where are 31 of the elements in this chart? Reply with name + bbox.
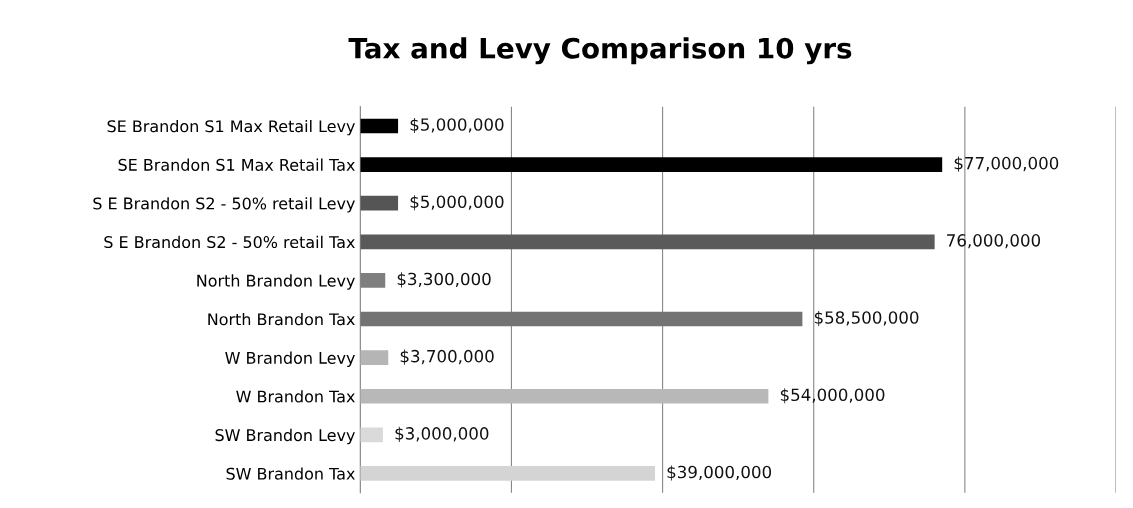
data-label: $5,000,000 [410, 117, 504, 134]
y-tick-label: SW Brandon Tax [226, 467, 355, 480]
bar [360, 195, 399, 211]
y-tick-label: SE Brandon S1 Max Retail Tax [118, 158, 355, 171]
y-tick-label: W Brandon Levy [225, 351, 355, 368]
data-label: $77,000,000 [954, 156, 1059, 172]
bar [360, 273, 386, 288]
data-label: $3,000,000 [395, 426, 489, 442]
y-tick-label: SW Brandon Levy [215, 428, 355, 445]
y-tick-label: SE Brandon S1 Max Retail Levy [107, 119, 355, 136]
bar [360, 157, 943, 172]
data-label: $3,700,000 [400, 349, 494, 365]
data-label: $39,000,000 [667, 465, 772, 481]
y-tick-label: North Brandon Tax [208, 312, 355, 326]
data-label: 76,000,000 [947, 234, 1041, 249]
data-label: $5,000,000 [410, 195, 504, 211]
chart-title: Tax and Levy Comparison 10 yrs [348, 37, 852, 65]
bar [360, 466, 656, 481]
bar [360, 388, 769, 404]
data-label: $3,300,000 [397, 272, 491, 288]
bar [360, 427, 383, 443]
y-tick-label: North Brandon Levy [197, 274, 355, 290]
y-tick-label: S E Brandon S2 - 50% retail Levy [93, 197, 355, 213]
bar [360, 350, 389, 365]
y-tick-label: W Brandon Tax [236, 390, 355, 403]
bar [360, 311, 803, 327]
bar [360, 234, 935, 250]
bar [360, 118, 399, 134]
data-label: $54,000,000 [780, 388, 885, 404]
y-tick-label: S E Brandon S2 - 50% retail Tax [104, 235, 355, 249]
data-label: $58,500,000 [814, 310, 919, 327]
